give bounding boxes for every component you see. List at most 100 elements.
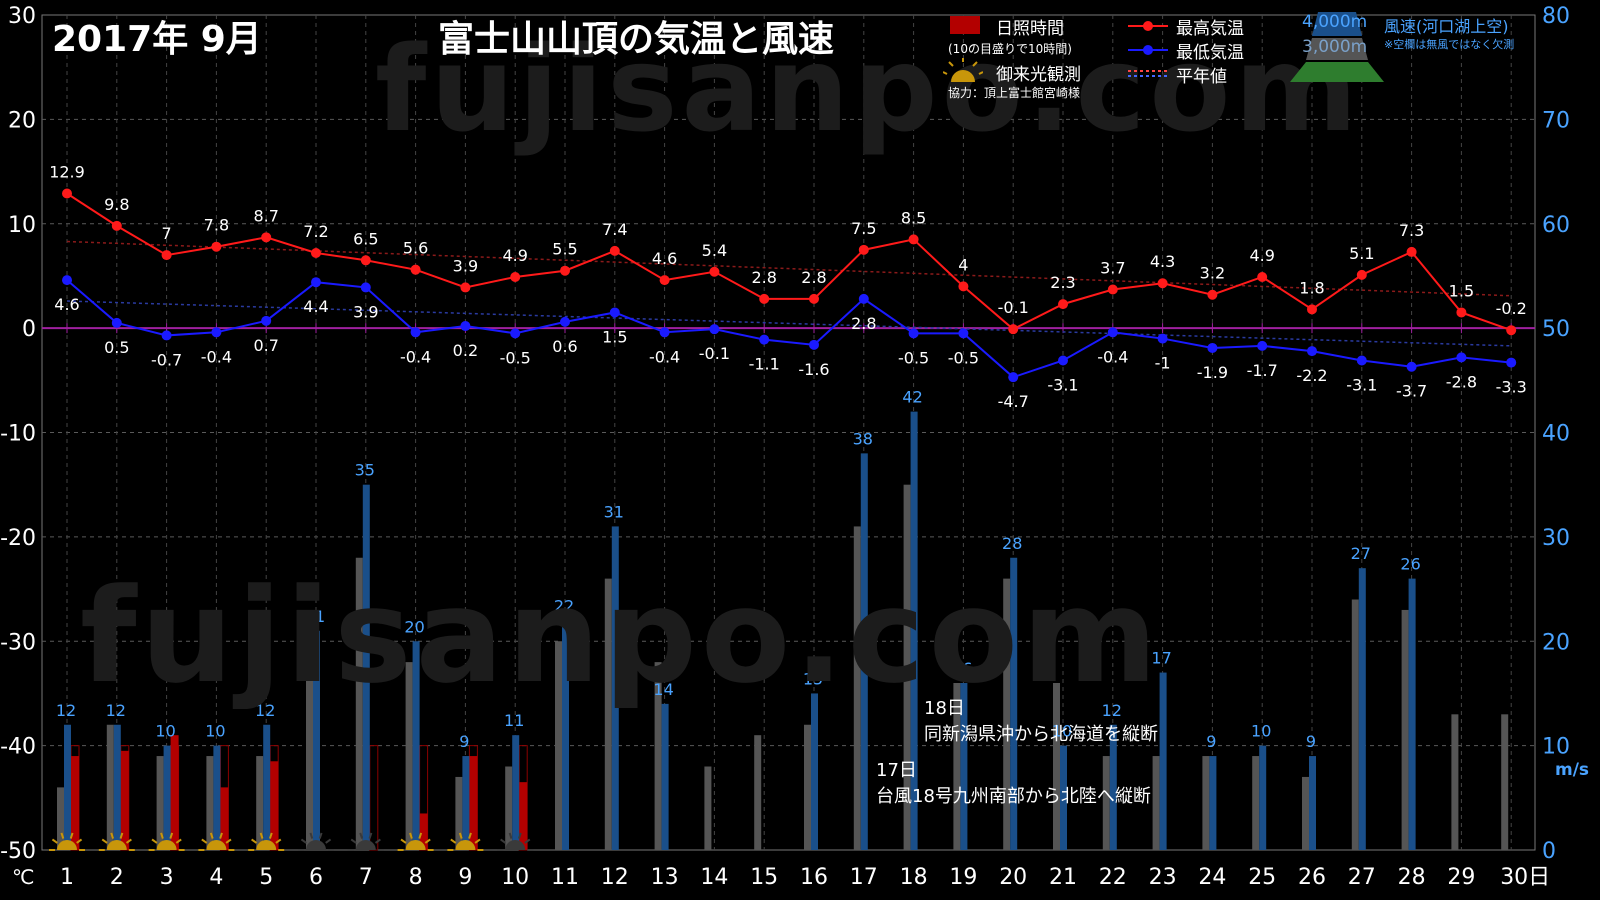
wind-3000m-bar — [1053, 683, 1060, 850]
min-temp-point — [759, 334, 770, 345]
wind-4000m-bar — [362, 484, 370, 850]
max-temp-label: 4.9 — [502, 246, 527, 265]
max-temp-line — [66, 192, 1512, 332]
max-temp-label: 5.1 — [1349, 244, 1374, 263]
wind-4000m-value: 11 — [504, 711, 524, 730]
alt-4000-label: 4,000m — [1302, 12, 1368, 32]
wind-4000m-value: 31 — [604, 502, 624, 521]
right-tick-label: 80 — [1542, 4, 1570, 29]
min-temp-point — [1406, 361, 1417, 372]
wind-4000m-value: 20 — [404, 617, 424, 636]
day-tick-label: 17 — [850, 865, 878, 890]
min-temp-point — [858, 293, 869, 304]
wind-4000m-bar — [313, 630, 320, 850]
wind-4000m-bar — [163, 745, 171, 850]
wind-4000m-value: 26 — [1400, 555, 1420, 574]
min-temp-point — [1207, 342, 1218, 353]
sunshine-bar — [270, 761, 279, 850]
wind-3000m-bar — [1302, 776, 1309, 850]
min-temp-point — [1157, 333, 1168, 344]
wind-4000m-value: 15 — [803, 669, 823, 688]
min-temp-label: -4.7 — [998, 392, 1029, 411]
right-tick-label: 60 — [1542, 213, 1570, 238]
min-temp-label: -1 — [1155, 354, 1171, 373]
goraiko-legend-icon — [943, 58, 983, 82]
min-temp-point — [560, 316, 570, 327]
wind-4000m-bar — [64, 724, 71, 850]
max-temp-point — [410, 264, 421, 275]
wind-4000m-bar — [1060, 745, 1067, 850]
max-temp-label: 2.8 — [801, 268, 826, 287]
wind-3000m-bar — [106, 724, 114, 850]
min-temp-point — [311, 277, 321, 288]
day-tick-label: 15 — [750, 865, 778, 890]
wind-4000m-value: 10 — [155, 722, 175, 741]
wind-3000m-bar — [1152, 756, 1160, 850]
min-temp-label: -0.5 — [500, 348, 531, 367]
max-temp-label: 7.8 — [204, 216, 229, 235]
right-tick-label: 0 — [1542, 839, 1556, 864]
wind-4000m-value: 9 — [1206, 732, 1216, 751]
max-temp-point — [560, 265, 570, 276]
max-temp-point — [809, 293, 819, 304]
max-temp-label: 12.9 — [49, 162, 85, 181]
goraiko-icon — [98, 832, 135, 851]
min-temp-label: -3.1 — [1047, 375, 1078, 394]
max-temp-label: 3.9 — [453, 256, 478, 275]
max-temp-label: 7.3 — [1399, 221, 1424, 240]
right-tick-label: 70 — [1542, 108, 1570, 133]
max-temp-label: 3.2 — [1200, 264, 1225, 283]
left-tick-label: -40 — [0, 735, 36, 760]
wind-4000m-value: 10 — [205, 722, 225, 741]
min-temp-point — [809, 339, 819, 350]
day-tick-label: 20 — [999, 865, 1027, 890]
wind-4000m-bar — [113, 724, 121, 850]
alt-3000-label: 3,000m — [1302, 37, 1368, 57]
day-tick-label: 27 — [1348, 865, 1376, 890]
goraiko-icon — [447, 832, 484, 851]
wind-3000m-bar — [654, 662, 662, 850]
wind-3000m-bar — [256, 756, 264, 850]
day-tick-label: 3 — [160, 865, 174, 890]
sunshine-bar — [71, 756, 79, 850]
goraiko-icon — [497, 832, 534, 851]
wind-4000m-value: 12 — [1102, 701, 1122, 720]
max-temp-label: 5.6 — [403, 239, 428, 258]
wind-3000m-bar — [1501, 714, 1509, 850]
min-temp-point — [958, 328, 969, 339]
min-temp-label: -3.1 — [1346, 375, 1377, 394]
goraiko-icon — [347, 832, 384, 851]
right-tick-label: 20 — [1542, 630, 1570, 655]
day-tick-label: 16 — [800, 865, 828, 890]
wind-3000m-bar — [355, 557, 363, 850]
max-temp-point — [1107, 284, 1118, 295]
right-unit-label: m/s — [1555, 760, 1589, 780]
day-tick-label: 9 — [458, 865, 472, 890]
wind-3000m-bar — [804, 724, 811, 850]
min-temp-point — [609, 307, 620, 318]
wind-3000m-bar — [206, 756, 214, 850]
sunshine-bar — [170, 735, 179, 850]
wind-3000m-bar — [1451, 714, 1459, 850]
wind-4000m-value: 27 — [1351, 544, 1371, 563]
day-tick-label: 6 — [309, 865, 323, 890]
left-tick-label: -30 — [0, 630, 36, 655]
left-tick-label: 0 — [22, 317, 36, 342]
wind-3000m-bar — [1003, 578, 1011, 850]
min-temp-point — [211, 327, 222, 338]
min-temp-legend-label: 最低気温 — [1176, 43, 1244, 63]
min-temp-point — [709, 324, 720, 335]
day-tick-label: 29 — [1447, 865, 1475, 890]
sunshine-legend-note: (10の目盛りで10時間) — [948, 42, 1072, 56]
wind-4000m-bar — [462, 756, 470, 850]
wind-3000m-bar — [1102, 756, 1110, 850]
day-tick-label: 7 — [359, 865, 373, 890]
left-tick-label: -20 — [0, 526, 36, 551]
day-tick-label: 8 — [409, 865, 423, 890]
right-tick-label: 30 — [1542, 526, 1570, 551]
watermark-top: fujisanpo.com — [375, 20, 1362, 158]
max-temp-point — [858, 244, 869, 255]
wind-4000m-bar — [1408, 578, 1416, 850]
wind-3000m-bar — [1401, 609, 1409, 850]
chart-title: 富士山山頂の気温と風速 — [438, 19, 835, 60]
